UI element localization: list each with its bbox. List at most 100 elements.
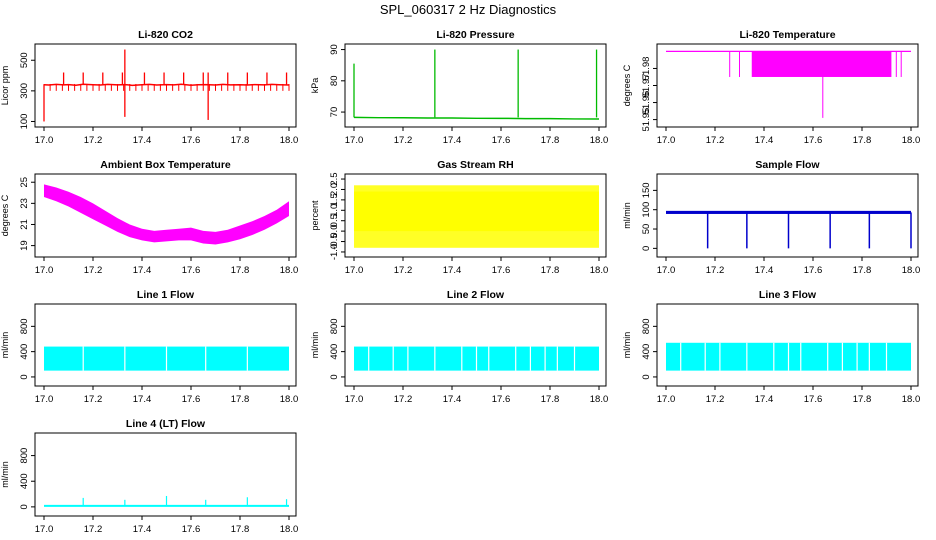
y-tick-label: 0	[329, 374, 340, 379]
y-axis-label: ml/min	[0, 332, 10, 359]
y-tick-label: 25	[19, 177, 30, 188]
x-tick-label: 17.8	[853, 265, 872, 276]
y-axis-label: degrees C	[622, 64, 632, 106]
plot-frame	[34, 43, 297, 128]
series	[666, 50, 911, 118]
plot-frame	[344, 43, 607, 128]
panel-2: Li-820 Pressure kPa 17.0 17.2 17.4 17.6 17.8 18…	[310, 29, 608, 146]
x-tick-label: 17.8	[231, 524, 250, 535]
y-axis-label: Licor ppm	[0, 66, 10, 106]
x-tick-label: 17.6	[492, 265, 511, 276]
x-tick-label: 17.4	[133, 135, 152, 146]
y-tick-label: 51.97	[641, 74, 652, 98]
series	[666, 342, 911, 371]
x-tick-label: 17.4	[133, 265, 152, 276]
plot-frame	[34, 173, 297, 258]
y-tick-label: 800	[19, 448, 30, 464]
series	[353, 49, 599, 120]
y-tick-label: 1.0	[329, 204, 340, 217]
panel-title: Li-820 Pressure	[436, 29, 514, 41]
y-tick-label: 400	[641, 344, 652, 360]
x-tick-label: 17.6	[182, 394, 201, 405]
plot-frame	[344, 173, 607, 258]
panel-title: Gas Stream RH	[437, 159, 513, 171]
y-tick-label: 21	[19, 219, 30, 230]
y-tick-label: 800	[19, 318, 30, 334]
y-tick-label: 23	[19, 198, 30, 209]
x-tick-label: 18.0	[590, 394, 609, 405]
x-tick-label: 17.8	[853, 394, 872, 405]
y-tick-label: -1.0	[329, 244, 340, 260]
x-tick-label: 17.8	[231, 135, 250, 146]
series-band	[44, 184, 289, 245]
plot-frame	[656, 303, 919, 387]
series	[44, 184, 289, 245]
x-tick-label: 17.6	[804, 265, 823, 276]
panel-8: Line 2 Flow ml/min 17.0 17.2 17.4 17.6 17.8 18.…	[310, 289, 608, 405]
series	[666, 210, 912, 249]
panel-title: Line 2 Flow	[447, 289, 505, 301]
x-tick-label: 17.2	[84, 394, 103, 405]
y-tick-label: -0.5	[329, 233, 340, 249]
y-tick-label: 2.0	[329, 183, 340, 196]
y-tick-label: 0	[641, 374, 652, 379]
y-axis-label: ml/min	[0, 461, 10, 488]
x-tick-label: 18.0	[280, 524, 299, 535]
y-tick-label: 1.5	[329, 193, 340, 206]
y-tick-label: 100	[19, 114, 30, 130]
y-axis-label: ml/min	[622, 202, 632, 229]
panel-9: Line 3 Flow ml/min 17.0 17.2 17.4 17.6 17.8 18.…	[622, 289, 920, 405]
panel-10: Line 4 (LT) Flow ml/min 17.0 17.2 17.4 17.6 17…	[0, 418, 298, 535]
x-tick-label: 17.6	[182, 524, 201, 535]
panel-4: Ambient Box Temperature degrees C 17.0 17.2…	[0, 159, 298, 276]
y-tick-label: 0	[641, 246, 652, 251]
x-tick-label: 18.0	[902, 265, 921, 276]
x-tick-label: 17.0	[35, 135, 54, 146]
x-tick-label: 17.0	[35, 394, 54, 405]
x-tick-label: 17.4	[443, 135, 462, 146]
x-tick-label: 17.4	[755, 135, 774, 146]
y-tick-label: 19	[19, 240, 30, 251]
panel-7: Line 1 Flow ml/min 17.0 17.2 17.4 17.6 17.8 18.…	[0, 289, 298, 405]
y-axis-label: ml/min	[310, 332, 320, 359]
y-tick-label: 400	[19, 344, 30, 360]
x-tick-label: 17.8	[853, 135, 872, 146]
x-tick-label: 17.0	[35, 265, 54, 276]
panel-title: Line 1 Flow	[137, 289, 195, 301]
x-tick-label: 18.0	[902, 394, 921, 405]
x-tick-label: 17.4	[443, 394, 462, 405]
x-tick-label: 17.4	[133, 394, 152, 405]
y-tick-label: 150	[641, 182, 652, 198]
x-tick-label: 17.2	[706, 135, 725, 146]
x-tick-label: 17.8	[541, 394, 560, 405]
x-tick-label: 17.4	[755, 265, 774, 276]
series	[43, 49, 290, 122]
x-tick-label: 18.0	[590, 265, 609, 276]
y-tick-label: 400	[329, 344, 340, 360]
series	[354, 346, 599, 371]
y-tick-label: 2.5	[329, 172, 340, 185]
x-tick-label: 18.0	[280, 265, 299, 276]
figure-title: SPL_060317 2 Hz Diagnostics	[380, 2, 557, 17]
panel-1: Li-820 CO2 Licor ppm 17.0 17.2 17.4 17.6 17.8 1…	[0, 29, 298, 146]
x-tick-label: 18.0	[280, 135, 299, 146]
x-tick-label: 17.0	[657, 394, 676, 405]
y-tick-label: 50	[641, 224, 652, 235]
plot-frame	[344, 303, 607, 387]
x-tick-label: 17.0	[345, 265, 364, 276]
series-band	[751, 51, 892, 77]
plot-frame	[34, 432, 297, 517]
x-tick-label: 17.8	[231, 265, 250, 276]
x-tick-label: 17.8	[541, 265, 560, 276]
x-tick-label: 17.2	[394, 265, 413, 276]
y-tick-label: 0.0	[329, 225, 340, 238]
y-tick-label: 0	[19, 374, 30, 379]
x-tick-label: 17.2	[84, 524, 103, 535]
panel-3: Li-820 Temperature degrees C 17.0 17.2 17.4 1…	[622, 29, 920, 146]
x-tick-label: 17.6	[182, 135, 201, 146]
x-tick-label: 17.2	[706, 394, 725, 405]
x-tick-label: 17.8	[231, 394, 250, 405]
y-axis-label: percent	[310, 200, 320, 231]
x-tick-label: 17.0	[657, 265, 676, 276]
x-tick-label: 17.0	[657, 135, 676, 146]
